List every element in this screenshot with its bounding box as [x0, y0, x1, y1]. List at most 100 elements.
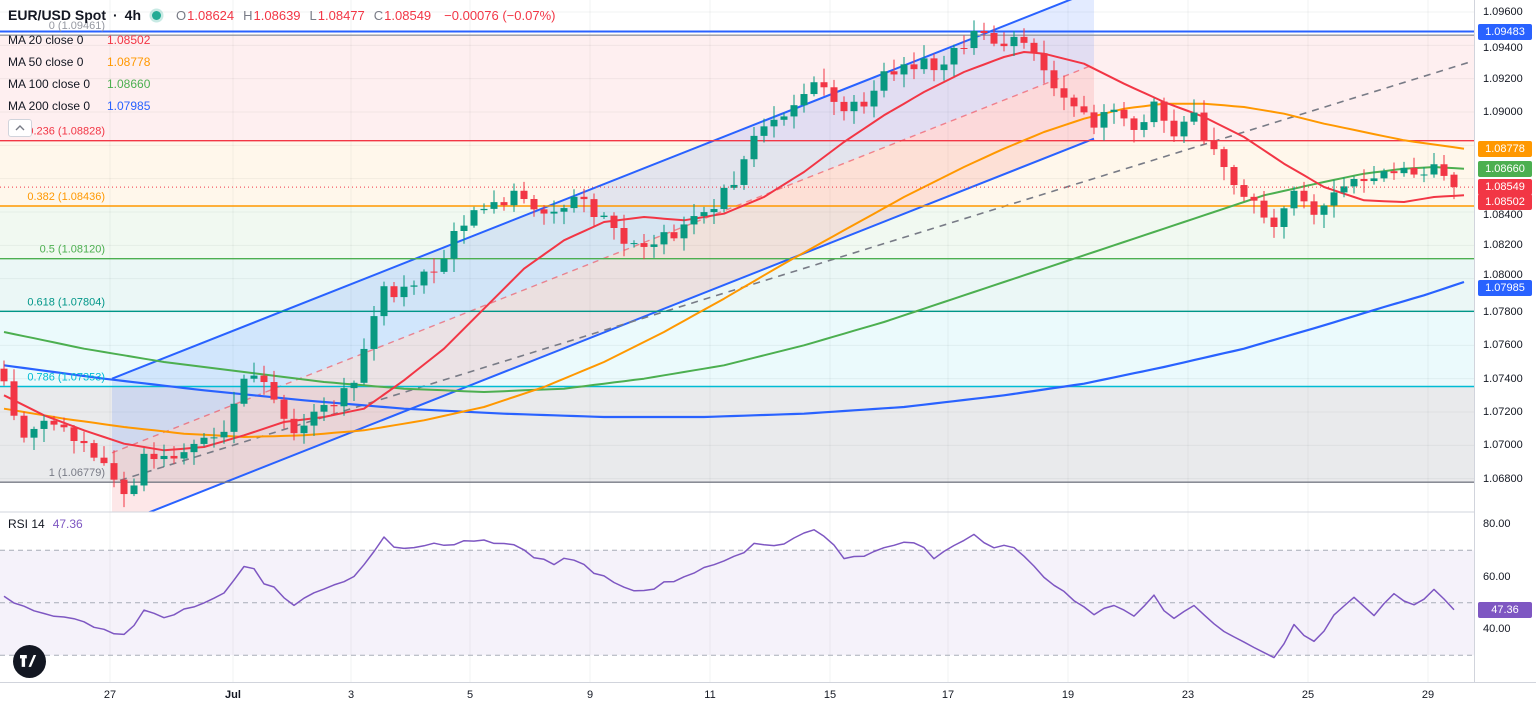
candle-body: [1410, 167, 1418, 175]
rsi-legend[interactable]: RSI 14 47.36: [8, 517, 83, 531]
candle-body: [1050, 70, 1058, 89]
candle-body: [1320, 205, 1328, 215]
candle-body: [1300, 190, 1308, 202]
main-chart[interactable]: 0 (1.09461) 0.236 (1.08828) 0.382 (1.08436…: [0, 0, 1474, 682]
legend-collapse-button[interactable]: [8, 119, 32, 137]
candle-body: [170, 455, 178, 459]
ma-legend-row[interactable]: MA 50 close 0 1.08778: [8, 51, 555, 73]
candle-body: [1040, 53, 1048, 71]
time-axis-label: 11: [704, 689, 716, 701]
candle-body: [410, 285, 418, 287]
candle-body: [1420, 174, 1428, 176]
candle-body: [1440, 164, 1448, 176]
candle-body: [730, 184, 738, 188]
candle-body: [290, 418, 298, 434]
candle-body: [20, 415, 28, 438]
candle-body: [820, 82, 828, 88]
candle-body: [140, 453, 148, 486]
candle-body: [50, 420, 58, 425]
candle-body: [370, 316, 378, 349]
symbol-legend-row[interactable]: EUR/USD Spot · 4h O1.08624 H1.08639 L1.084…: [8, 5, 555, 25]
candle-body: [610, 215, 618, 229]
rsi-axis-label: 60.00: [1483, 570, 1511, 583]
symbol-title[interactable]: EUR/USD Spot: [8, 7, 106, 23]
tradingview-logo[interactable]: [13, 645, 46, 678]
candle-body: [1160, 101, 1168, 121]
price-axis-badge: 1.08502: [1478, 194, 1532, 210]
candle-body: [640, 243, 648, 247]
price-axis-label: 1.09400: [1483, 42, 1523, 55]
price-axis-label: 1.09600: [1483, 6, 1523, 18]
symbol-separator: ·: [113, 7, 118, 23]
candle-body: [950, 47, 958, 65]
market-status-icon[interactable]: [152, 10, 162, 20]
fib-level-label: 0.618 (1.07804): [27, 296, 105, 308]
symbol-interval[interactable]: 4h: [124, 7, 142, 23]
price-axis-label: 1.07600: [1483, 339, 1523, 352]
ma-line-ma100[interactable]: [3, 166, 1465, 393]
candle-body: [380, 286, 388, 317]
time-axis-label: 9: [586, 689, 594, 701]
time-axis-label: 27: [103, 689, 117, 701]
price-axis[interactable]: 1.09600 1.09400 1.09200 1.09000 1.08400 1.082…: [1474, 0, 1536, 682]
candle-body: [900, 64, 908, 75]
candle-body: [340, 388, 348, 407]
candle-body: [1260, 200, 1268, 218]
fib-labels-layer: 0 (1.09461) 0.236 (1.08828) 0.382 (1.08436…: [27, 20, 105, 479]
candle-body: [600, 215, 608, 217]
trendline-dashed[interactable]: [119, 61, 1471, 482]
candle-body: [850, 101, 858, 112]
candle-body: [350, 382, 358, 389]
candle-body: [770, 119, 778, 127]
tradingview-logo-mark: [20, 654, 37, 667]
rsi-pane[interactable]: [0, 529, 1474, 659]
fib-level-label: 0.236 (1.08828): [27, 126, 105, 138]
candle-body: [880, 71, 888, 91]
candle-body: [1180, 121, 1188, 137]
candle-body: [1130, 118, 1138, 130]
ma-value: 1.08502: [107, 33, 151, 47]
price-axis-badge: 1.08660: [1478, 160, 1532, 177]
rsi-value: 47.36: [52, 517, 83, 531]
candle-body: [980, 30, 988, 34]
candle-body: [220, 431, 228, 438]
candle-body: [1100, 112, 1108, 128]
ma-legend-row[interactable]: MA 100 close 0 1.08660: [8, 73, 555, 95]
time-axis-label: 15: [823, 689, 837, 701]
candle-body: [990, 33, 998, 44]
ma-line-ma20[interactable]: [3, 51, 1465, 452]
price-axis-label: 1.06800: [1483, 472, 1523, 485]
ohlc-c: C1.08549: [373, 7, 432, 23]
price-axis-label: 1.08400: [1483, 209, 1523, 221]
candle-body: [70, 427, 78, 441]
candle-body: [100, 457, 108, 464]
parallel-channel[interactable]: [111, 0, 1095, 527]
candle-body: [1450, 174, 1458, 188]
price-axis-badge: 1.08549: [1478, 179, 1532, 196]
time-axis[interactable]: 27 Jul 3 5 9 11 15 17 19 23 25 29: [0, 682, 1536, 707]
candle-body: [670, 232, 678, 239]
candle-body: [1060, 88, 1068, 98]
candle-body: [580, 196, 588, 200]
ma-legend-row[interactable]: MA 20 close 0 1.08502: [8, 29, 555, 51]
fib-bands-layer: [0, 35, 1474, 483]
fib-lines-layer[interactable]: [0, 34, 1474, 483]
candle-body: [930, 58, 938, 71]
ma-value: 1.08778: [107, 55, 151, 69]
pane-divider[interactable]: [0, 511, 1474, 514]
time-axis-label: 5: [466, 689, 474, 701]
ma-line-ma50[interactable]: [3, 102, 1465, 438]
time-axis-label: 25: [1301, 689, 1315, 701]
price-axis-label: 1.07000: [1483, 439, 1523, 452]
price-axis-label: 1.08200: [1483, 239, 1523, 252]
candle-body: [440, 258, 448, 272]
candle-body: [0, 368, 8, 382]
candle-body: [1090, 112, 1098, 128]
candle-body: [510, 190, 518, 206]
candle-body: [700, 212, 708, 217]
chart-svg[interactable]: 0 (1.09461) 0.236 (1.08828) 0.382 (1.08436…: [0, 0, 1474, 682]
time-axis-label: 19: [1061, 689, 1075, 701]
candle-body: [1380, 171, 1388, 179]
ma-legend-row[interactable]: MA 200 close 0 1.07985: [8, 95, 555, 117]
